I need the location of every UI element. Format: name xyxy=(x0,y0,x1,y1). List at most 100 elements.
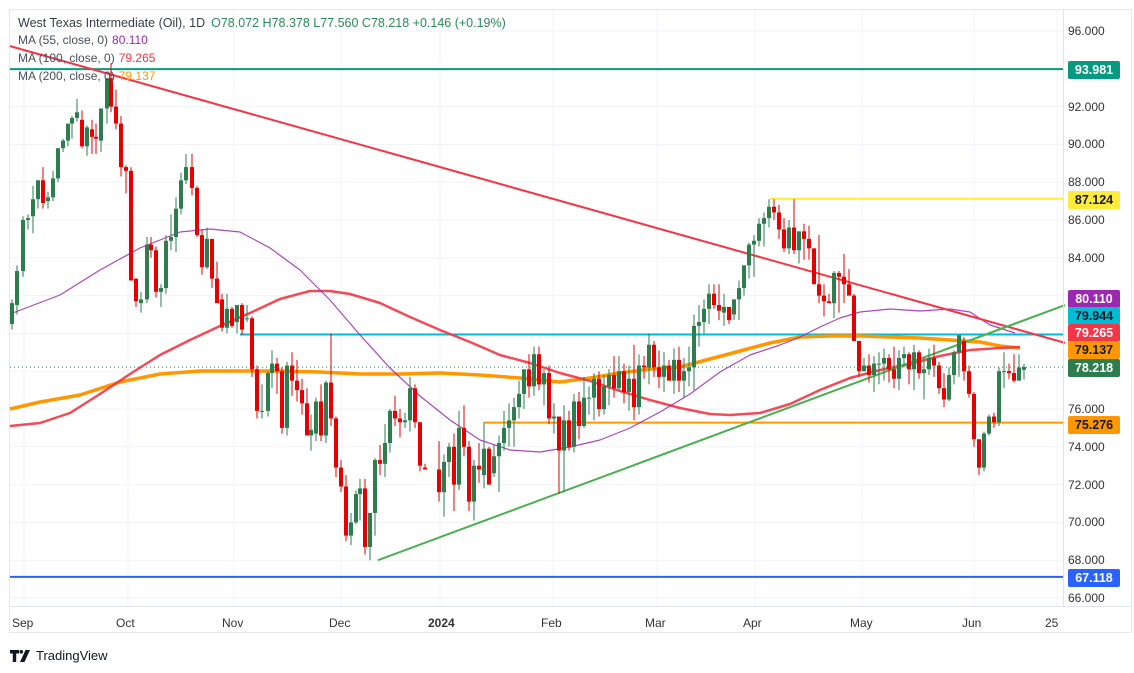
candle-up xyxy=(99,108,103,141)
candle-down xyxy=(772,206,776,213)
candle-up xyxy=(179,180,183,209)
candle-down xyxy=(413,388,417,423)
candle-up xyxy=(354,494,358,523)
candle-down xyxy=(290,365,294,381)
last-price-badge: 78.218 xyxy=(1068,359,1120,377)
candle-down xyxy=(892,369,896,379)
ma55-line xyxy=(9,228,1016,453)
candle-up xyxy=(457,427,461,485)
candle-up xyxy=(408,388,412,421)
candle-up xyxy=(517,393,521,408)
tradingview-logo-icon xyxy=(10,649,30,662)
candle-up xyxy=(403,420,407,423)
candle-down xyxy=(134,278,138,302)
candle-up xyxy=(472,465,476,502)
candle-down xyxy=(962,340,966,372)
candle-up xyxy=(225,308,229,328)
candle-down xyxy=(942,388,946,400)
candle-up xyxy=(707,293,711,309)
candle-up xyxy=(862,365,866,372)
candle-down xyxy=(817,284,821,296)
ascending-support-trendline xyxy=(377,304,1066,562)
candle-down xyxy=(215,278,219,304)
time-tick-jun: Jun xyxy=(962,616,982,630)
ma200-legend[interactable]: MA (200, close, 0) 79.137 xyxy=(18,69,156,83)
candle-up xyxy=(987,416,991,434)
candle-up xyxy=(697,322,701,326)
candle-down xyxy=(807,238,811,249)
candle-up xyxy=(762,218,766,224)
candle-up xyxy=(637,365,641,408)
ma100-line xyxy=(9,289,1021,428)
candle-up xyxy=(260,410,264,412)
candle-up xyxy=(587,397,591,399)
candle-up xyxy=(270,363,274,374)
candle-up xyxy=(957,335,961,353)
candle-down xyxy=(547,373,551,419)
time-tick-25: 25 xyxy=(1045,616,1059,630)
candle-up xyxy=(912,352,916,370)
candle-down xyxy=(255,369,259,411)
candle-down xyxy=(462,427,466,447)
candle-down xyxy=(230,308,234,326)
price-tick: 70.000 xyxy=(1068,515,1105,530)
candle-down xyxy=(712,293,716,306)
candles xyxy=(10,63,1026,561)
candle-up xyxy=(105,78,109,109)
candle-up xyxy=(184,167,188,181)
candle-down xyxy=(667,365,671,381)
candle-down xyxy=(887,357,891,370)
candle-up xyxy=(797,231,801,251)
candle-up xyxy=(747,244,751,266)
candle-up xyxy=(562,420,566,451)
candle-down xyxy=(792,227,796,251)
candle-down xyxy=(837,272,841,277)
candle-up xyxy=(164,240,168,289)
time-tick-apr: Apr xyxy=(743,616,762,630)
candle-down xyxy=(378,460,382,464)
candle-up xyxy=(61,140,65,149)
trendlines xyxy=(9,45,1066,562)
price-tick: 84.000 xyxy=(1068,250,1105,265)
candle-up xyxy=(722,306,726,313)
candle-down xyxy=(329,382,333,419)
candle-up xyxy=(145,244,149,300)
candle-down xyxy=(642,365,646,368)
candle-up xyxy=(607,374,611,387)
candle-up xyxy=(159,288,163,292)
candle-up xyxy=(542,373,546,385)
candle-up xyxy=(927,357,931,370)
candle-down xyxy=(727,306,731,321)
candle-up xyxy=(507,420,511,428)
candle-up xyxy=(10,303,14,324)
time-tick-2024: 2024 xyxy=(428,616,455,630)
brand-name: TradingView xyxy=(36,648,108,663)
candle-up xyxy=(235,305,239,323)
candle-up xyxy=(692,325,696,368)
candle-down xyxy=(992,416,996,423)
candle-up xyxy=(922,369,926,374)
ma200-badge: 79.137 xyxy=(1068,341,1120,359)
grid xyxy=(10,10,1063,606)
candle-down xyxy=(452,446,456,485)
moving-averages xyxy=(9,228,1021,453)
candle-down xyxy=(487,448,491,485)
price-tick: 72.000 xyxy=(1068,477,1105,492)
candle-up xyxy=(787,227,791,249)
candle-up xyxy=(388,410,392,444)
candle-up xyxy=(737,288,741,300)
candle-up xyxy=(617,371,621,389)
candle-up xyxy=(324,382,328,436)
tradingview-brand[interactable]: TradingView xyxy=(10,648,108,663)
candle-up xyxy=(882,357,886,364)
candle-up xyxy=(647,344,651,368)
candle-down xyxy=(857,340,861,372)
resistance-87124-badge: 87.124 xyxy=(1068,191,1120,209)
candle-up xyxy=(31,199,35,217)
candle-down xyxy=(149,244,153,251)
candle-up xyxy=(662,365,666,377)
ma100-legend[interactable]: MA (100, close, 0) 79.265 xyxy=(18,51,156,65)
candle-up xyxy=(672,359,676,381)
ma55-legend[interactable]: MA (55, close, 0) 80.110 xyxy=(18,33,148,47)
